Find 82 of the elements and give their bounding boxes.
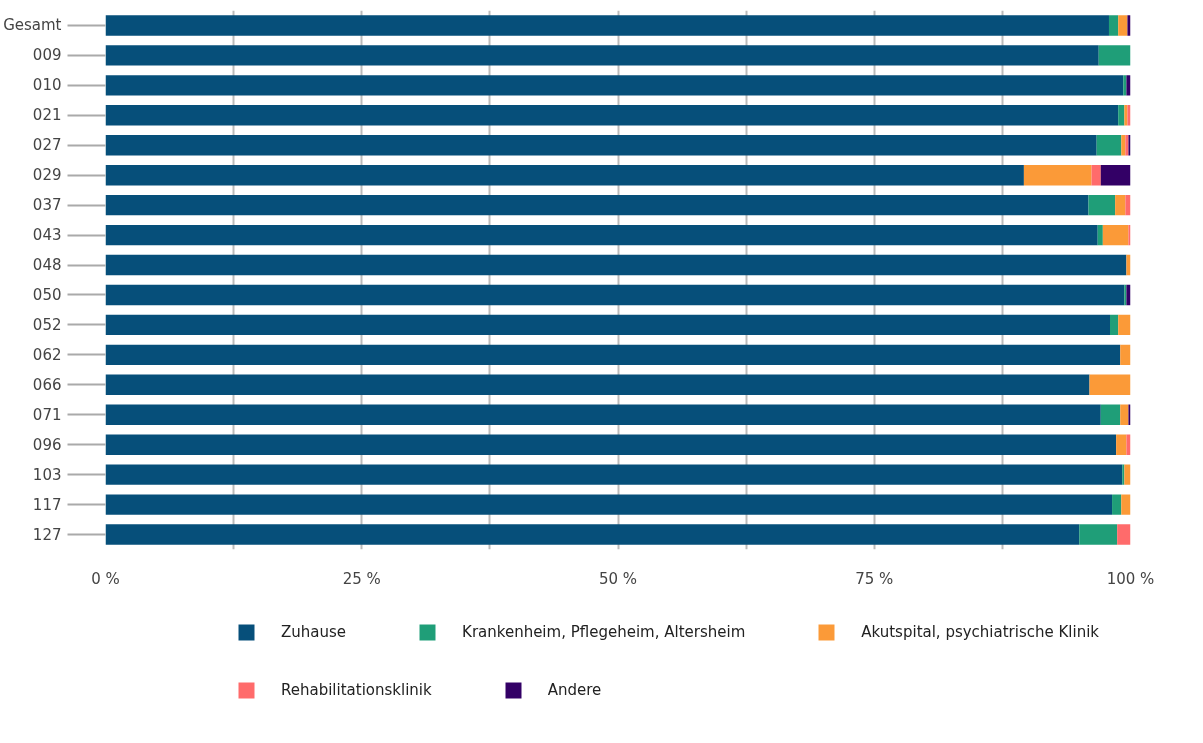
- bar: [1097, 224, 1103, 246]
- y-tick-label: 071: [32, 405, 62, 424]
- legend-label: Zuhause: [281, 623, 347, 641]
- bar: [105, 374, 1090, 395]
- bar: [105, 464, 1123, 485]
- bar: [105, 15, 1109, 36]
- bar: [1110, 314, 1119, 336]
- y-tick-label: 127: [32, 525, 62, 544]
- y-tick-label: 103: [32, 465, 62, 484]
- legend-label: Rehabilitationsklinik: [281, 681, 432, 699]
- bar: [1122, 464, 1125, 485]
- y-tick-label: 010: [32, 76, 62, 95]
- bar: [1118, 105, 1125, 126]
- bar: [105, 524, 1080, 545]
- bar: [1112, 494, 1122, 515]
- bar: [105, 75, 1124, 96]
- bar: [1126, 434, 1131, 455]
- bar: [1121, 135, 1126, 156]
- bar: [105, 284, 1125, 306]
- bar: [1126, 284, 1131, 306]
- bar: [1123, 75, 1127, 96]
- bar: [1102, 224, 1129, 246]
- bar: [1116, 434, 1127, 455]
- x-tick-label: 0 %: [91, 569, 120, 588]
- x-tick-label: 25 %: [342, 569, 381, 588]
- bar: [1125, 194, 1131, 216]
- bar: [1023, 165, 1092, 186]
- bar: [105, 194, 1089, 216]
- bar: [105, 135, 1097, 156]
- bar: [105, 224, 1098, 246]
- bar: [1089, 374, 1131, 395]
- x-tick-label: 50 %: [598, 569, 638, 588]
- bar: [1088, 194, 1116, 216]
- x-tick-label: 100 %: [1106, 569, 1155, 588]
- bar: [1126, 254, 1131, 276]
- y-tick-label: 048: [32, 256, 62, 275]
- y-tick-label: 096: [32, 435, 62, 454]
- bar: [1100, 404, 1121, 425]
- bar: [1091, 165, 1101, 186]
- bar: [105, 254, 1127, 276]
- bar: [1096, 135, 1122, 156]
- y-tick-label: 029: [32, 166, 62, 185]
- bar: [105, 45, 1099, 66]
- bar: [105, 434, 1117, 455]
- y-tick-label: 021: [32, 106, 62, 125]
- y-tick-label: Gesamt: [3, 16, 62, 35]
- y-tick-label: 027: [32, 136, 62, 155]
- y-tick-label: 009: [32, 46, 62, 65]
- bar: [1120, 404, 1129, 425]
- bar: [1128, 224, 1131, 246]
- y-tick-label: 037: [32, 196, 62, 215]
- bar: [1079, 524, 1118, 545]
- y-tick-label: 117: [32, 495, 62, 514]
- bar: [105, 494, 1113, 515]
- y-tick-label: 050: [32, 285, 62, 304]
- y-tick-label: 066: [32, 375, 62, 394]
- legend-label: Andere: [547, 681, 602, 699]
- y-tick-label: 043: [32, 226, 62, 245]
- legend-label: Akutspital, psychiatrische Klinik: [861, 623, 1100, 641]
- legend-label: Krankenheim, Pflegeheim, Altersheim: [462, 623, 746, 641]
- bar: [1128, 404, 1131, 425]
- bar: [1100, 165, 1131, 186]
- bar: [1115, 194, 1126, 216]
- bar: [1127, 15, 1131, 36]
- bar: [105, 404, 1101, 425]
- bar: [1108, 15, 1119, 36]
- bar: [1118, 314, 1131, 336]
- bar: [105, 105, 1119, 126]
- bar: [1124, 284, 1127, 306]
- bar: [1118, 15, 1128, 36]
- bar: [105, 314, 1110, 336]
- bar: [105, 344, 1121, 366]
- bar: [1126, 75, 1131, 96]
- y-tick-label: 052: [32, 315, 62, 334]
- bar: [1098, 45, 1131, 66]
- bar: [1120, 344, 1131, 366]
- bar: [1124, 464, 1131, 485]
- bar: [105, 165, 1024, 186]
- bar: [1121, 494, 1131, 515]
- bar: [1117, 524, 1131, 545]
- x-tick-label: 75 %: [855, 569, 894, 588]
- y-tick-label: 062: [32, 345, 62, 364]
